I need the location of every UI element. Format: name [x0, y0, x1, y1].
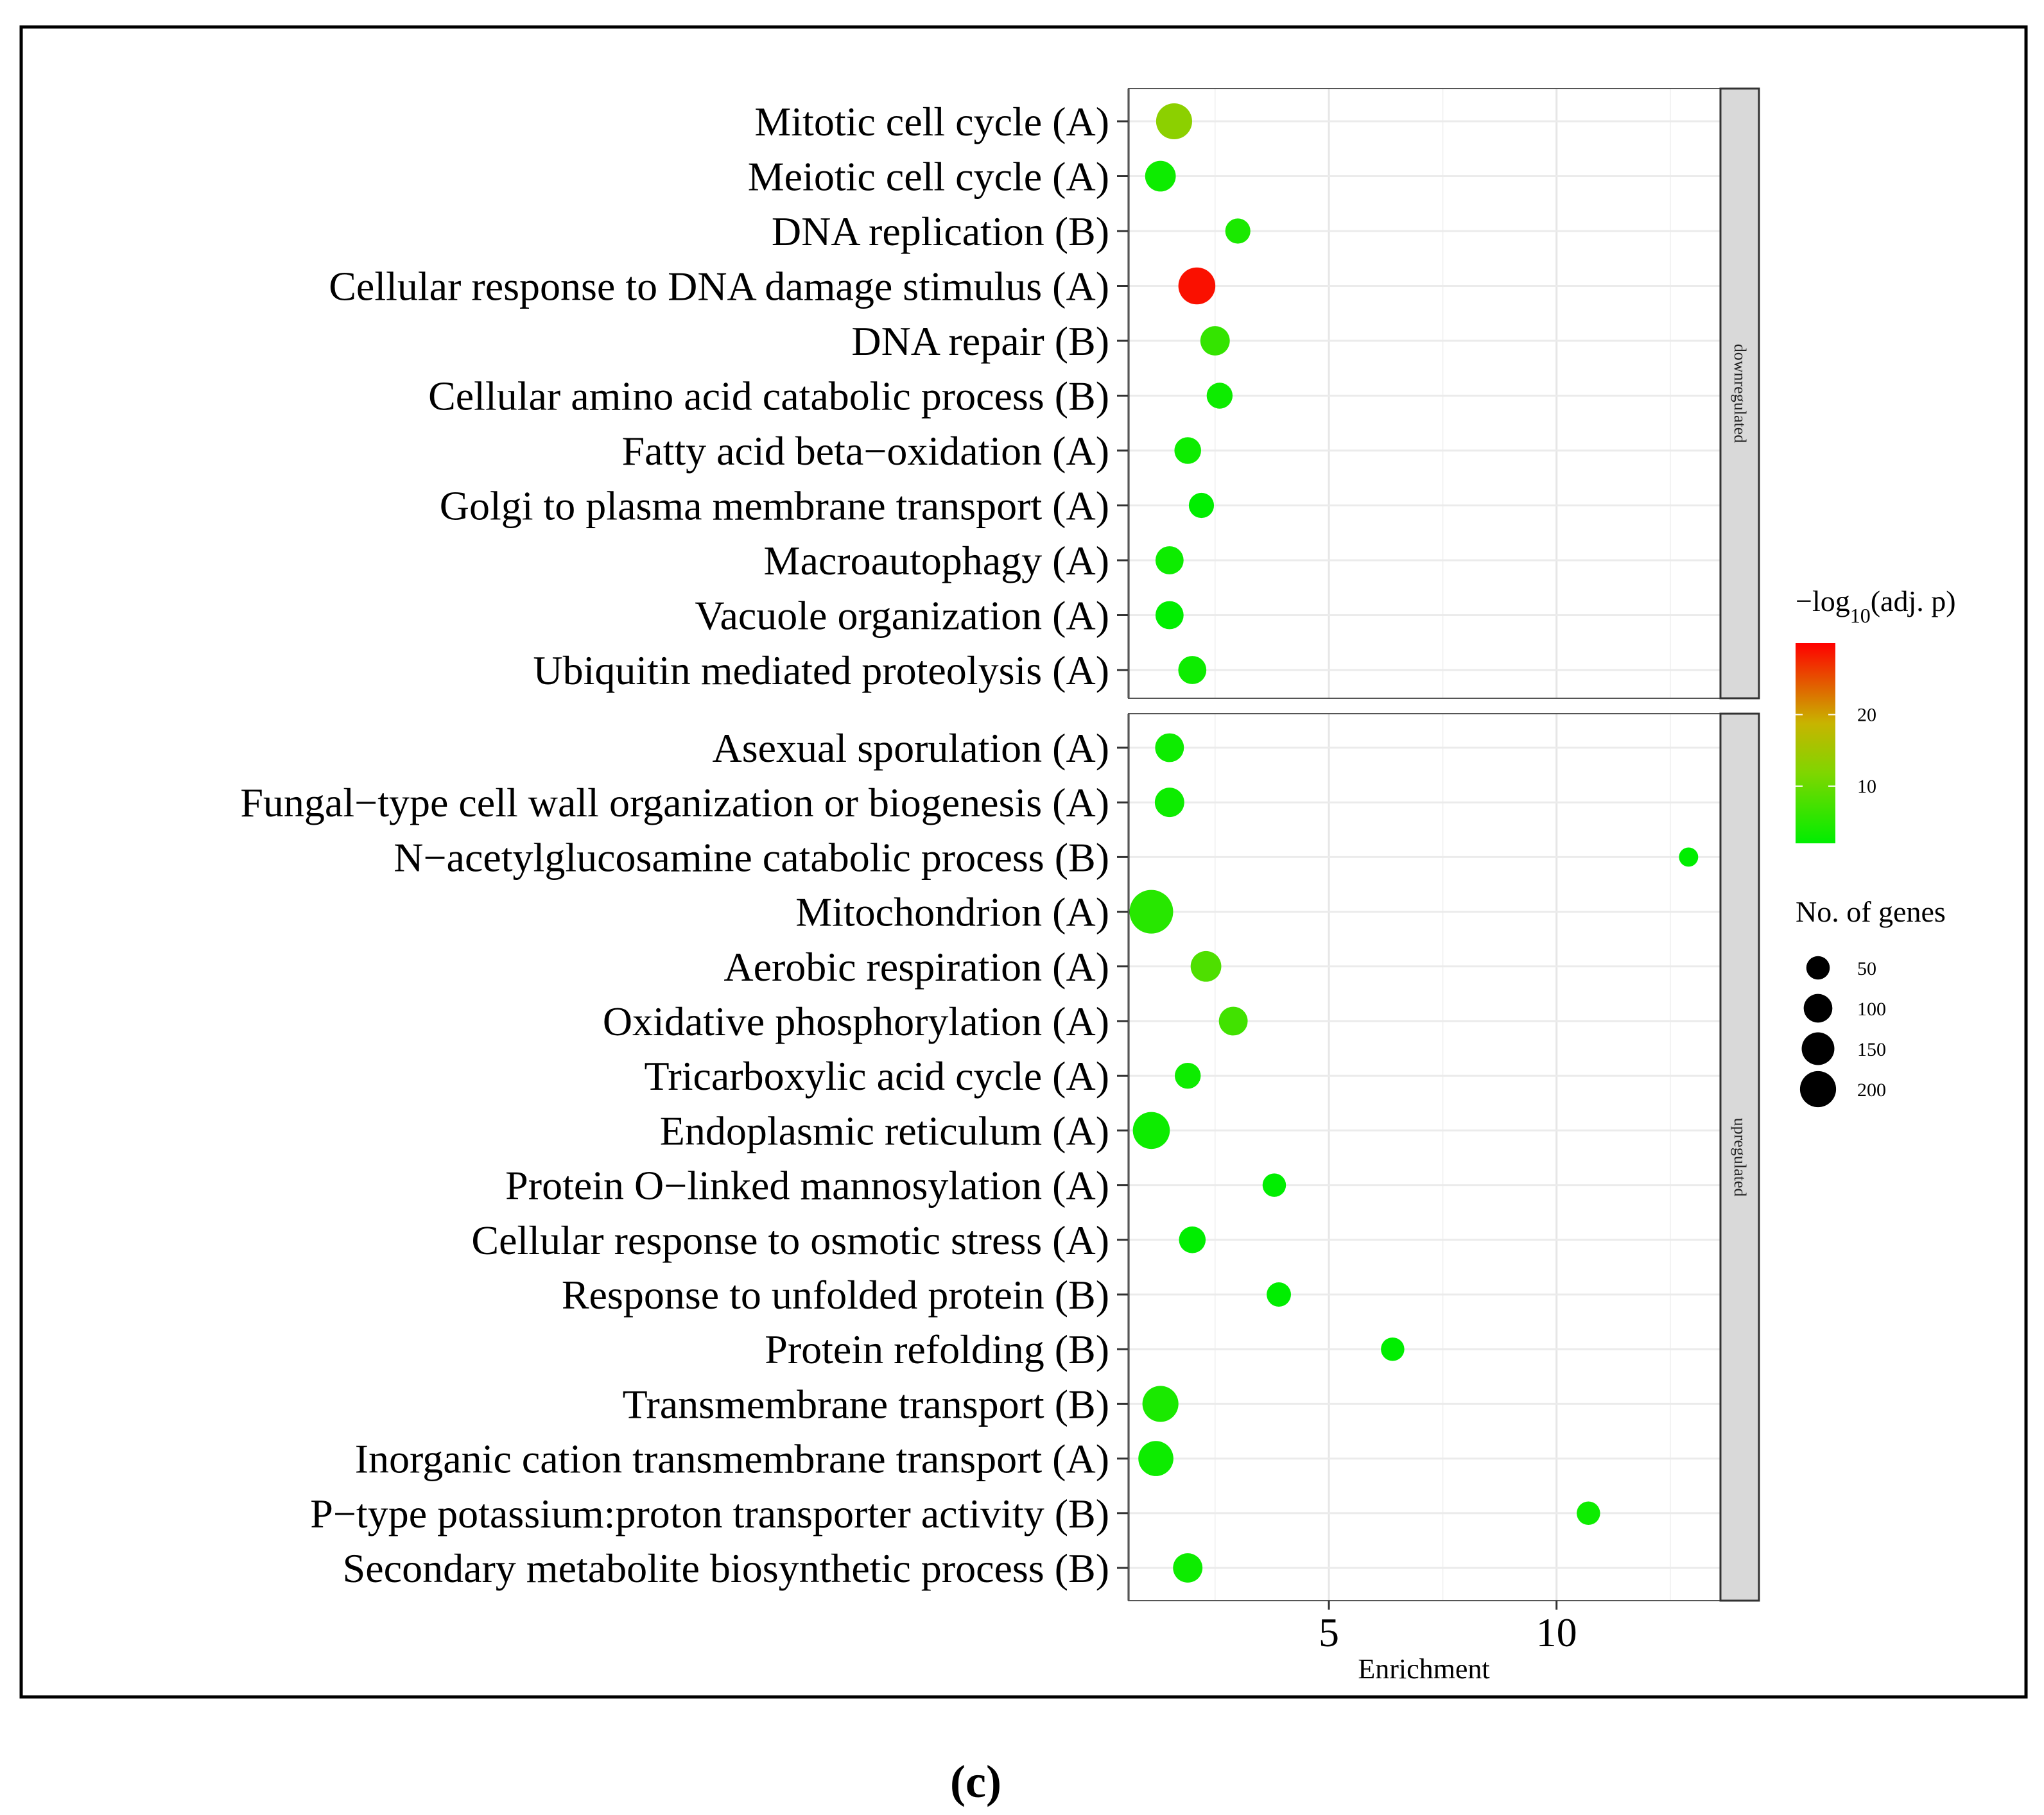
- point-mitotic-cell-cycle-a: [1156, 103, 1192, 140]
- point-protein-refolding-b: [1381, 1337, 1405, 1361]
- color-legend-title: −log10(adj. p): [1796, 585, 1956, 627]
- strip-downregulated: downregulated: [1719, 87, 1760, 700]
- plot-area: [1129, 714, 1720, 1601]
- category-label-aerobic-respiration-a: Aerobic respiration (A): [723, 944, 1109, 990]
- color-legend-title-prefix: −log: [1796, 585, 1850, 617]
- size-legend-circle-100: [1803, 994, 1833, 1023]
- color-legend-bar: [1796, 643, 1835, 843]
- size-legend-items: 50 100 150 200: [1799, 956, 1886, 1108]
- point-transmembrane-transport-b: [1142, 1386, 1179, 1422]
- category-label-transmembrane-transport-b: Transmembrane transport (B): [623, 1381, 1109, 1427]
- strip-downregulated-box: [1719, 87, 1760, 700]
- point-golgi-to-plasma-membrane-transport-a: [1188, 492, 1215, 519]
- category-label-dna-repair-b: DNA repair (B): [851, 318, 1109, 364]
- category-label-mitotic-cell-cycle-a: Mitotic cell cycle (A): [754, 99, 1109, 144]
- point-n-acetylglucosamine-catabolic-process-b: [1679, 847, 1699, 867]
- point-mitochondrion-a: [1129, 890, 1174, 934]
- size-legend-label-50: 50: [1857, 958, 1876, 979]
- color-legend-tick-label-10: 10: [1857, 776, 1876, 797]
- point-secondary-metabolite-biosynthetic-process-b: [1173, 1553, 1203, 1583]
- category-label-p-type-potassium-proton-transporter-activity-b: P−type potassium:proton transporter acti…: [310, 1491, 1109, 1536]
- point-cellular-amino-acid-catabolic-process-b: [1206, 383, 1233, 409]
- category-label-ubiquitin-mediated-proteolysis-a: Ubiquitin mediated proteolysis (A): [533, 648, 1109, 693]
- color-legend-ticks: 10 20: [1796, 704, 1876, 797]
- category-label-n-acetylglucosamine-catabolic-process-b: N−acetylglucosamine catabolic process (B…: [394, 834, 1109, 880]
- panel-upregulated: Asexual sporulation (A) Fungal−type cell …: [240, 713, 1721, 1601]
- size-legend-label-150: 150: [1857, 1039, 1886, 1060]
- point-dna-repair-b: [1200, 326, 1230, 356]
- x-tick-label-5: 5: [1319, 1610, 1339, 1655]
- point-aerobic-respiration-a: [1190, 951, 1222, 982]
- size-legend-label-100: 100: [1857, 999, 1886, 1020]
- category-label-protein-refolding-b: Protein refolding (B): [765, 1327, 1109, 1372]
- strip-downregulated-label: downregulated: [1731, 344, 1749, 443]
- category-label-secondary-metabolite-biosynthetic-process-b: Secondary metabolite biosynthetic proces…: [343, 1545, 1109, 1591]
- category-label-fungal-type-cell-wall-organization-or-biogenesis-a: Fungal−type cell wall organization or bi…: [240, 780, 1109, 825]
- category-label-cellular-response-to-osmotic-stress-a: Cellular response to osmotic stress (A): [471, 1217, 1109, 1263]
- color-legend-title-suffix: (adj. p): [1871, 585, 1956, 617]
- point-cellular-response-to-dna-damage-stimulus-a: [1178, 267, 1216, 305]
- category-label-golgi-to-plasma-membrane-transport-a: Golgi to plasma membrane transport (A): [440, 483, 1109, 529]
- category-label-asexual-sporulation-a: Asexual sporulation (A): [712, 725, 1109, 771]
- category-label-protein-o-linked-mannosylation-a: Protein O−linked mannosylation (A): [505, 1163, 1109, 1209]
- category-label-response-to-unfolded-protein-b: Response to unfolded protein (B): [562, 1272, 1109, 1318]
- category-label-cellular-amino-acid-catabolic-process-b: Cellular amino acid catabolic process (B…: [428, 374, 1109, 419]
- size-legend-circle-200: [1799, 1071, 1837, 1108]
- category-label-mitochondrion-a: Mitochondrion (A): [795, 890, 1109, 935]
- point-cellular-response-to-osmotic-stress-a: [1179, 1226, 1206, 1253]
- size-legend-circle-150: [1801, 1032, 1835, 1065]
- size-legend-circle-50: [1806, 956, 1830, 980]
- x-axis-title: Enrichment: [1358, 1653, 1489, 1685]
- point-fungal-type-cell-wall-organization-or-biogenesis-a: [1154, 787, 1184, 818]
- point-ubiquitin-mediated-proteolysis-a: [1178, 656, 1207, 684]
- panel-downregulated: Mitotic cell cycle (A) Meiotic cell cycle…: [329, 88, 1721, 699]
- point-asexual-sporulation-a: [1155, 733, 1184, 762]
- point-response-to-unfolded-protein-b: [1267, 1282, 1291, 1307]
- size-legend: No. of genes 50 100 150 200: [1796, 895, 1946, 1108]
- point-oxidative-phosphorylation-a: [1218, 1006, 1248, 1036]
- category-label-inorganic-cation-transmembrane-transport-a: Inorganic cation transmembrane transport…: [355, 1436, 1109, 1482]
- category-label-endoplasmic-reticulum-a: Endoplasmic reticulum (A): [660, 1108, 1109, 1153]
- category-label-oxidative-phosphorylation-a: Oxidative phosphorylation (A): [603, 999, 1109, 1044]
- point-protein-o-linked-mannosylation-a: [1262, 1173, 1286, 1197]
- strip-upregulated-label: upregulated: [1731, 1118, 1749, 1197]
- size-legend-title: No. of genes: [1796, 895, 1946, 928]
- point-vacuole-organization-a: [1155, 601, 1184, 630]
- point-dna-replication-b: [1225, 218, 1251, 244]
- category-label-vacuole-organization-a: Vacuole organization (A): [695, 593, 1109, 639]
- strip-upregulated: upregulated: [1719, 712, 1760, 1602]
- point-tricarboxylic-acid-cycle-a: [1174, 1062, 1201, 1089]
- x-tick-label-10: 10: [1536, 1610, 1577, 1655]
- x-axis: 5 10: [1319, 1601, 1577, 1655]
- size-legend-label-200: 200: [1857, 1080, 1886, 1101]
- figure-caption: (c): [950, 1756, 1001, 1807]
- point-fatty-acid-beta-oxidation-a: [1174, 437, 1201, 464]
- color-legend-tick-label-20: 20: [1857, 704, 1876, 725]
- strip-upregulated-box: [1719, 712, 1760, 1602]
- category-label-macroautophagy-a: Macroautophagy (A): [764, 538, 1109, 583]
- point-inorganic-cation-transmembrane-transport-a: [1138, 1441, 1174, 1476]
- category-label-fatty-acid-beta-oxidation-a: Fatty acid beta−oxidation (A): [622, 428, 1109, 474]
- point-macroautophagy-a: [1155, 546, 1184, 574]
- category-label-cellular-response-to-dna-damage-stimulus-a: Cellular response to DNA damage stimulus…: [329, 264, 1109, 309]
- point-meiotic-cell-cycle-a: [1145, 160, 1176, 192]
- category-label-meiotic-cell-cycle-a: Meiotic cell cycle (A): [748, 154, 1109, 200]
- category-label-tricarboxylic-acid-cycle-a: Tricarboxylic acid cycle (A): [645, 1053, 1109, 1099]
- point-p-type-potassium-proton-transporter-activity-b: [1577, 1501, 1600, 1526]
- category-label-dna-replication-b: DNA replication (B): [772, 209, 1109, 254]
- point-endoplasmic-reticulum-a: [1132, 1112, 1170, 1149]
- color-legend-title-sub: 10: [1850, 604, 1871, 627]
